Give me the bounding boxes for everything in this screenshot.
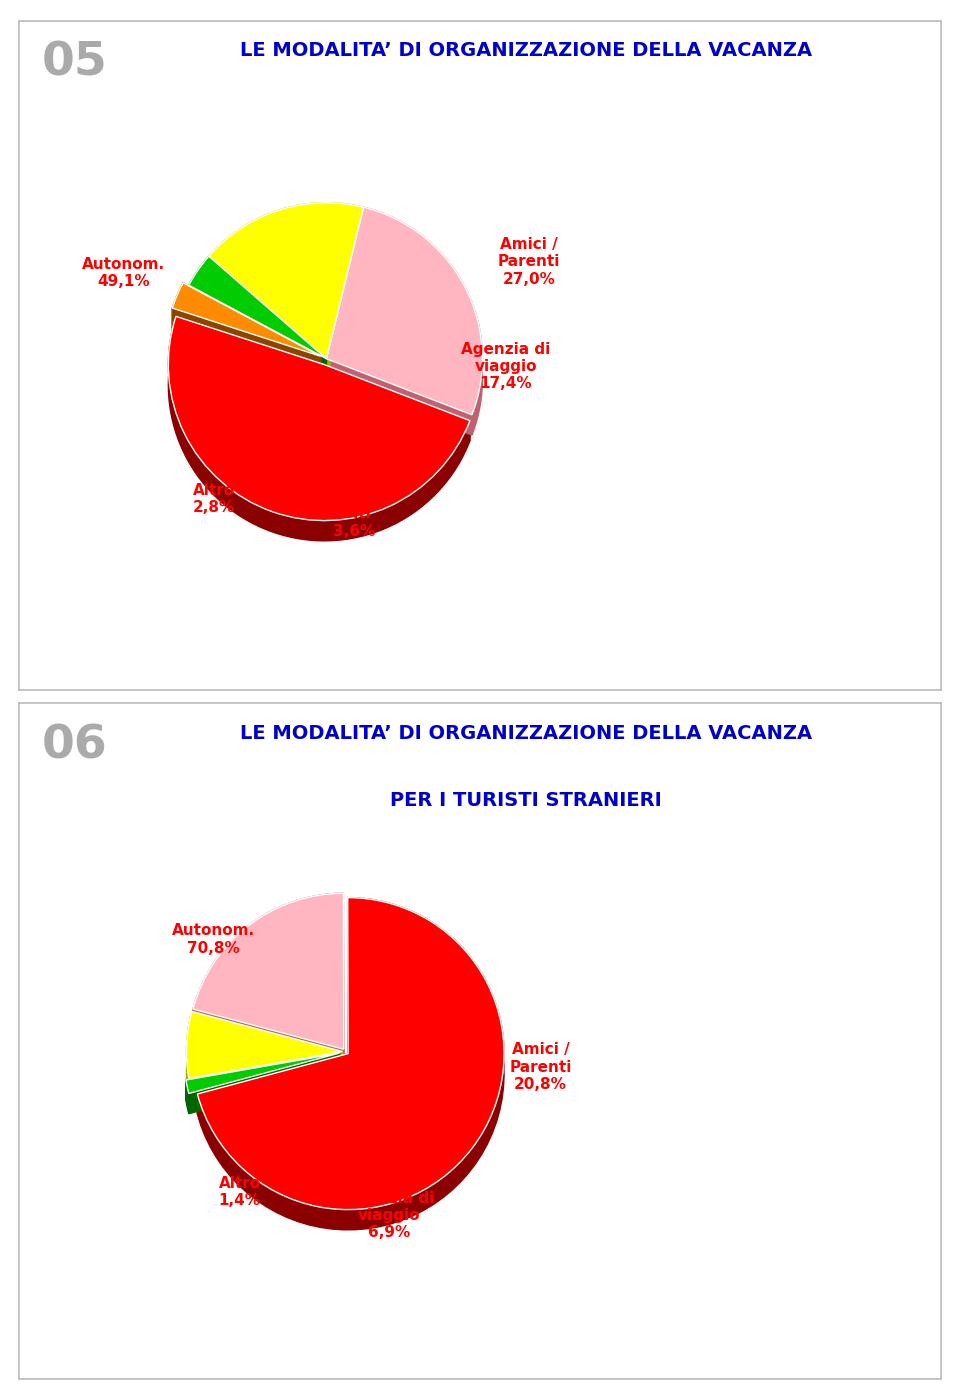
Polygon shape xyxy=(189,256,208,305)
Polygon shape xyxy=(186,1080,189,1114)
Text: Altro
2,8%: Altro 2,8% xyxy=(193,483,235,515)
Text: Enti
3,6%: Enti 3,6% xyxy=(333,506,375,539)
Polygon shape xyxy=(189,1052,343,1099)
Polygon shape xyxy=(176,316,324,384)
Polygon shape xyxy=(189,1053,340,1114)
Polygon shape xyxy=(326,208,364,379)
Polygon shape xyxy=(186,1053,340,1100)
Polygon shape xyxy=(198,1053,348,1114)
Text: Autonom.
49,1%: Autonom. 49,1% xyxy=(82,256,165,290)
Wedge shape xyxy=(189,256,326,358)
Polygon shape xyxy=(168,316,469,540)
Text: Amici /
Parenti
20,8%: Amici / Parenti 20,8% xyxy=(510,1042,572,1092)
Text: Altro
1,4%: Altro 1,4% xyxy=(219,1176,260,1208)
Polygon shape xyxy=(193,893,344,1029)
Text: 06: 06 xyxy=(42,724,108,769)
Polygon shape xyxy=(186,1011,192,1099)
Polygon shape xyxy=(326,208,364,379)
Wedge shape xyxy=(186,1011,343,1078)
Text: PER I TURISTI STRANIERI: PER I TURISTI STRANIERI xyxy=(390,791,662,811)
Wedge shape xyxy=(186,1053,340,1094)
Wedge shape xyxy=(168,316,469,521)
Polygon shape xyxy=(172,283,183,329)
Wedge shape xyxy=(193,893,344,1049)
Polygon shape xyxy=(193,1009,344,1070)
Polygon shape xyxy=(364,208,482,435)
Text: Agenzia di
viaggio
17,4%: Agenzia di viaggio 17,4% xyxy=(461,341,550,391)
Polygon shape xyxy=(208,256,326,379)
Polygon shape xyxy=(183,283,321,376)
Polygon shape xyxy=(189,286,326,379)
Text: LE MODALITA’ DI ORGANIZZAZIONE DELLA VACANZA: LE MODALITA’ DI ORGANIZZAZIONE DELLA VAC… xyxy=(240,724,812,742)
Wedge shape xyxy=(172,283,321,357)
Wedge shape xyxy=(198,897,504,1209)
Polygon shape xyxy=(208,256,326,379)
Wedge shape xyxy=(326,208,482,415)
Text: Amici /
Parenti
27,0%: Amici / Parenti 27,0% xyxy=(498,237,561,287)
Text: Autonom.
70,8%: Autonom. 70,8% xyxy=(172,924,254,956)
Text: LE MODALITA’ DI ORGANIZZAZIONE DELLA VACANZA: LE MODALITA’ DI ORGANIZZAZIONE DELLA VAC… xyxy=(240,40,812,60)
Text: 05: 05 xyxy=(42,40,108,86)
Polygon shape xyxy=(192,1011,343,1071)
Wedge shape xyxy=(208,203,364,358)
Text: Agenzia di
viaggio
6,9%: Agenzia di viaggio 6,9% xyxy=(345,1191,434,1240)
Polygon shape xyxy=(208,203,364,276)
Polygon shape xyxy=(198,897,504,1230)
Polygon shape xyxy=(324,365,469,442)
Polygon shape xyxy=(326,358,472,435)
Polygon shape xyxy=(172,308,321,376)
